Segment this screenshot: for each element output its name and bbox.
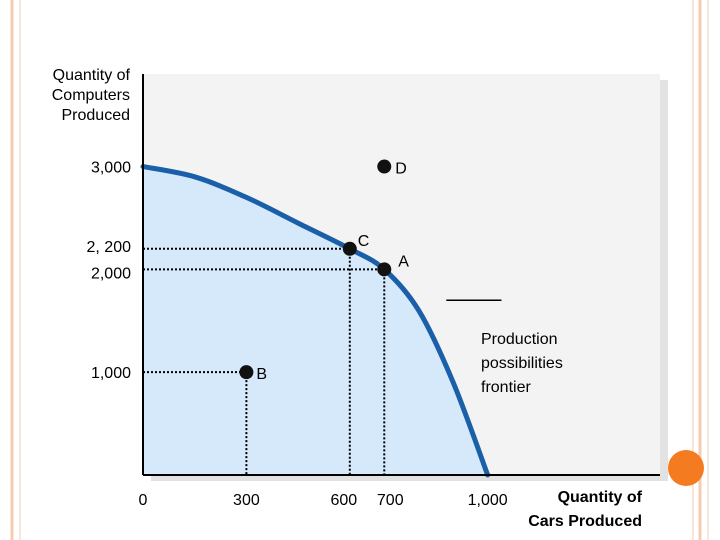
y-tick-label: 2,000	[91, 265, 131, 282]
y-tick-label: 1,000	[91, 365, 131, 382]
frontier-annotation-line: Production	[481, 331, 558, 348]
point-label-b: B	[256, 366, 267, 383]
point-a	[377, 262, 392, 277]
frontier-annotation-line: frontier	[481, 379, 531, 396]
x-axis-title: Quantity of Cars Produced	[528, 489, 642, 530]
x-tick-label: 0	[139, 492, 148, 509]
point-c	[342, 241, 357, 256]
accent-circle	[668, 450, 704, 486]
point-b	[239, 365, 254, 380]
x-tick-label: 1,000	[468, 492, 508, 509]
y-tick-label: 2, 200	[87, 239, 132, 256]
point-d	[377, 159, 392, 174]
x-tick-label: 700	[377, 492, 404, 509]
point-label-d: D	[395, 161, 407, 178]
y-axis-title: Quantity of Computers Produced	[51, 67, 130, 124]
frontier-annotation-line: possibilities	[481, 355, 563, 372]
point-label-a: A	[398, 253, 409, 270]
x-tick-label: 300	[233, 492, 260, 509]
x-tick-label: 600	[330, 492, 357, 509]
point-label-c: C	[358, 233, 370, 250]
y-tick-label: 3,000	[91, 160, 131, 177]
frontier-area	[143, 166, 488, 476]
